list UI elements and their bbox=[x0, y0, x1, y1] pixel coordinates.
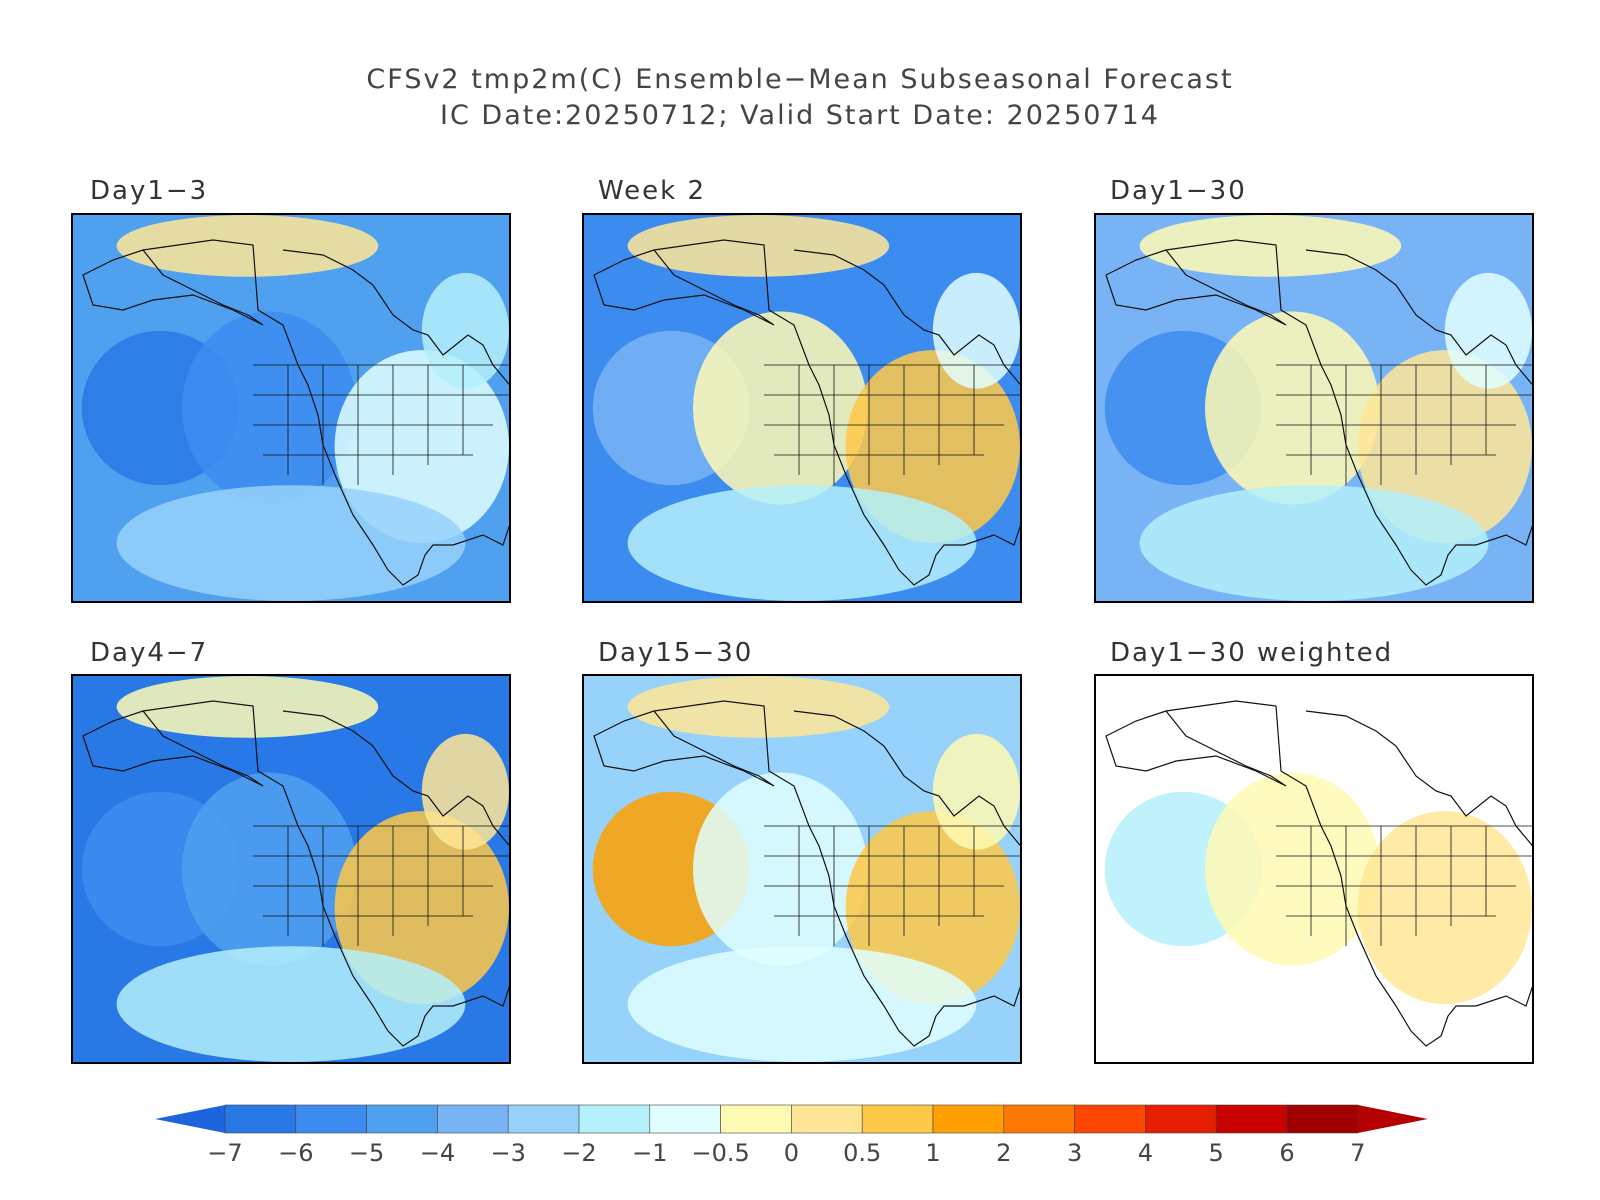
colorbar-tick-label: 3 bbox=[1067, 1139, 1082, 1167]
colorbar-tick-label: −3 bbox=[491, 1139, 526, 1167]
colorbar-tick-label: 5 bbox=[1209, 1139, 1224, 1167]
figure-title-line1: CFSv2 tmp2m(C) Ensemble−Mean Subseasonal… bbox=[366, 64, 1234, 95]
colorbar-swatch bbox=[295, 1104, 367, 1134]
colorbar-tick-label: −2 bbox=[561, 1139, 596, 1167]
panel-label-day1-30-weighted: Day1−30 weighted bbox=[1110, 638, 1394, 668]
anomaly-region bbox=[116, 215, 379, 277]
anomaly-field bbox=[584, 215, 1020, 601]
anomaly-region bbox=[116, 946, 466, 1062]
anomaly-field bbox=[1096, 215, 1532, 601]
colorbar-swatch bbox=[720, 1104, 792, 1134]
coastline-outline bbox=[82, 700, 509, 1047]
anomaly-region bbox=[627, 485, 977, 601]
anomaly-region bbox=[627, 676, 890, 738]
colorbar-tick-label: −6 bbox=[278, 1139, 313, 1167]
anomaly-region bbox=[1139, 485, 1489, 601]
colorbar-tick-label: 0 bbox=[784, 1139, 799, 1167]
colorbar-swatch bbox=[791, 1104, 863, 1134]
anomaly-region bbox=[1205, 311, 1380, 505]
colorbar-swatch bbox=[224, 1104, 297, 1134]
anomaly-field bbox=[73, 676, 509, 1062]
coastline-outline bbox=[1105, 239, 1532, 586]
colorbar-swatch bbox=[437, 1104, 509, 1134]
colorbar-tick-label: 1 bbox=[925, 1139, 940, 1167]
colorbar-right-arrow bbox=[1357, 1105, 1428, 1133]
colorbar-tick-label: −5 bbox=[349, 1139, 384, 1167]
coastline-outline bbox=[593, 700, 1020, 1047]
colorbar-swatch bbox=[1286, 1104, 1359, 1134]
anomaly-region bbox=[1205, 772, 1380, 966]
anomaly-region bbox=[1139, 215, 1402, 277]
anomaly-region bbox=[693, 772, 868, 966]
panel-label-day4-7: Day4−7 bbox=[90, 638, 209, 668]
anomaly-region bbox=[421, 272, 509, 389]
colorbar-tick-label: 4 bbox=[1138, 1139, 1153, 1167]
colorbar-left-arrow bbox=[155, 1105, 225, 1133]
figure-title-line2: IC Date:20250712; Valid Start Date: 2025… bbox=[440, 100, 1160, 131]
anomaly-region bbox=[1357, 811, 1532, 1005]
anomaly-region bbox=[627, 215, 890, 277]
colorbar-swatch bbox=[578, 1104, 651, 1134]
map-panel-day1-30 bbox=[1094, 213, 1534, 603]
coastline-outline bbox=[1105, 700, 1532, 1047]
anomaly-region bbox=[932, 733, 1020, 850]
colorbar-tick-label: −0.5 bbox=[691, 1139, 749, 1167]
anomaly-region bbox=[1444, 272, 1532, 389]
colorbar-tick-label: 2 bbox=[996, 1139, 1011, 1167]
anomaly-region bbox=[693, 311, 868, 505]
anomaly-region bbox=[932, 272, 1020, 389]
anomaly-region bbox=[182, 311, 357, 505]
colorbar-swatch bbox=[861, 1104, 934, 1134]
colorbar-swatch bbox=[507, 1104, 580, 1134]
anomaly-field bbox=[1096, 676, 1532, 1062]
map-panel-day15-30 bbox=[582, 674, 1022, 1064]
anomaly-region bbox=[116, 485, 466, 601]
colorbar-tick-label: 0.5 bbox=[843, 1139, 881, 1167]
colorbar-tick-label: −4 bbox=[420, 1139, 455, 1167]
panel-label-day1-3: Day1−3 bbox=[90, 176, 209, 206]
colorbar-tick-label: 7 bbox=[1350, 1139, 1365, 1167]
coastline-outline bbox=[593, 239, 1020, 586]
map-panel-day1-30-weighted bbox=[1094, 674, 1534, 1064]
colorbar-swatch bbox=[1074, 1104, 1146, 1134]
coastline-outline bbox=[82, 239, 509, 586]
colorbar-tick-label: −7 bbox=[207, 1139, 242, 1167]
map-panel-day4-7 bbox=[71, 674, 511, 1064]
anomaly-field bbox=[584, 676, 1020, 1062]
panel-label-week2: Week 2 bbox=[598, 176, 707, 206]
colorbar-swatch bbox=[1003, 1104, 1075, 1134]
anomaly-region bbox=[421, 733, 509, 850]
colorbar-swatch bbox=[649, 1104, 721, 1134]
anomaly-field bbox=[73, 215, 509, 601]
anomaly-region bbox=[116, 676, 379, 738]
colorbar-tick-label: −1 bbox=[632, 1139, 667, 1167]
colorbar-swatch bbox=[932, 1104, 1005, 1134]
anomaly-region bbox=[627, 946, 977, 1062]
colorbar-swatch bbox=[366, 1104, 438, 1134]
map-panel-day1-3 bbox=[71, 213, 511, 603]
map-panel-week2 bbox=[582, 213, 1022, 603]
colorbar-legend: −7 −6 −5 −4 −3 −2 −1 −0.5 0 0.5 1 2 3 4 5 6 7 bbox=[155, 1104, 1428, 1167]
anomaly-region bbox=[182, 772, 357, 966]
panel-label-day1-30: Day1−30 bbox=[1110, 176, 1247, 206]
colorbar-swatch bbox=[1215, 1104, 1288, 1134]
colorbar-swatch bbox=[1145, 1104, 1217, 1134]
panel-label-day15-30: Day15−30 bbox=[598, 638, 754, 668]
colorbar-tick-label: 6 bbox=[1279, 1139, 1294, 1167]
